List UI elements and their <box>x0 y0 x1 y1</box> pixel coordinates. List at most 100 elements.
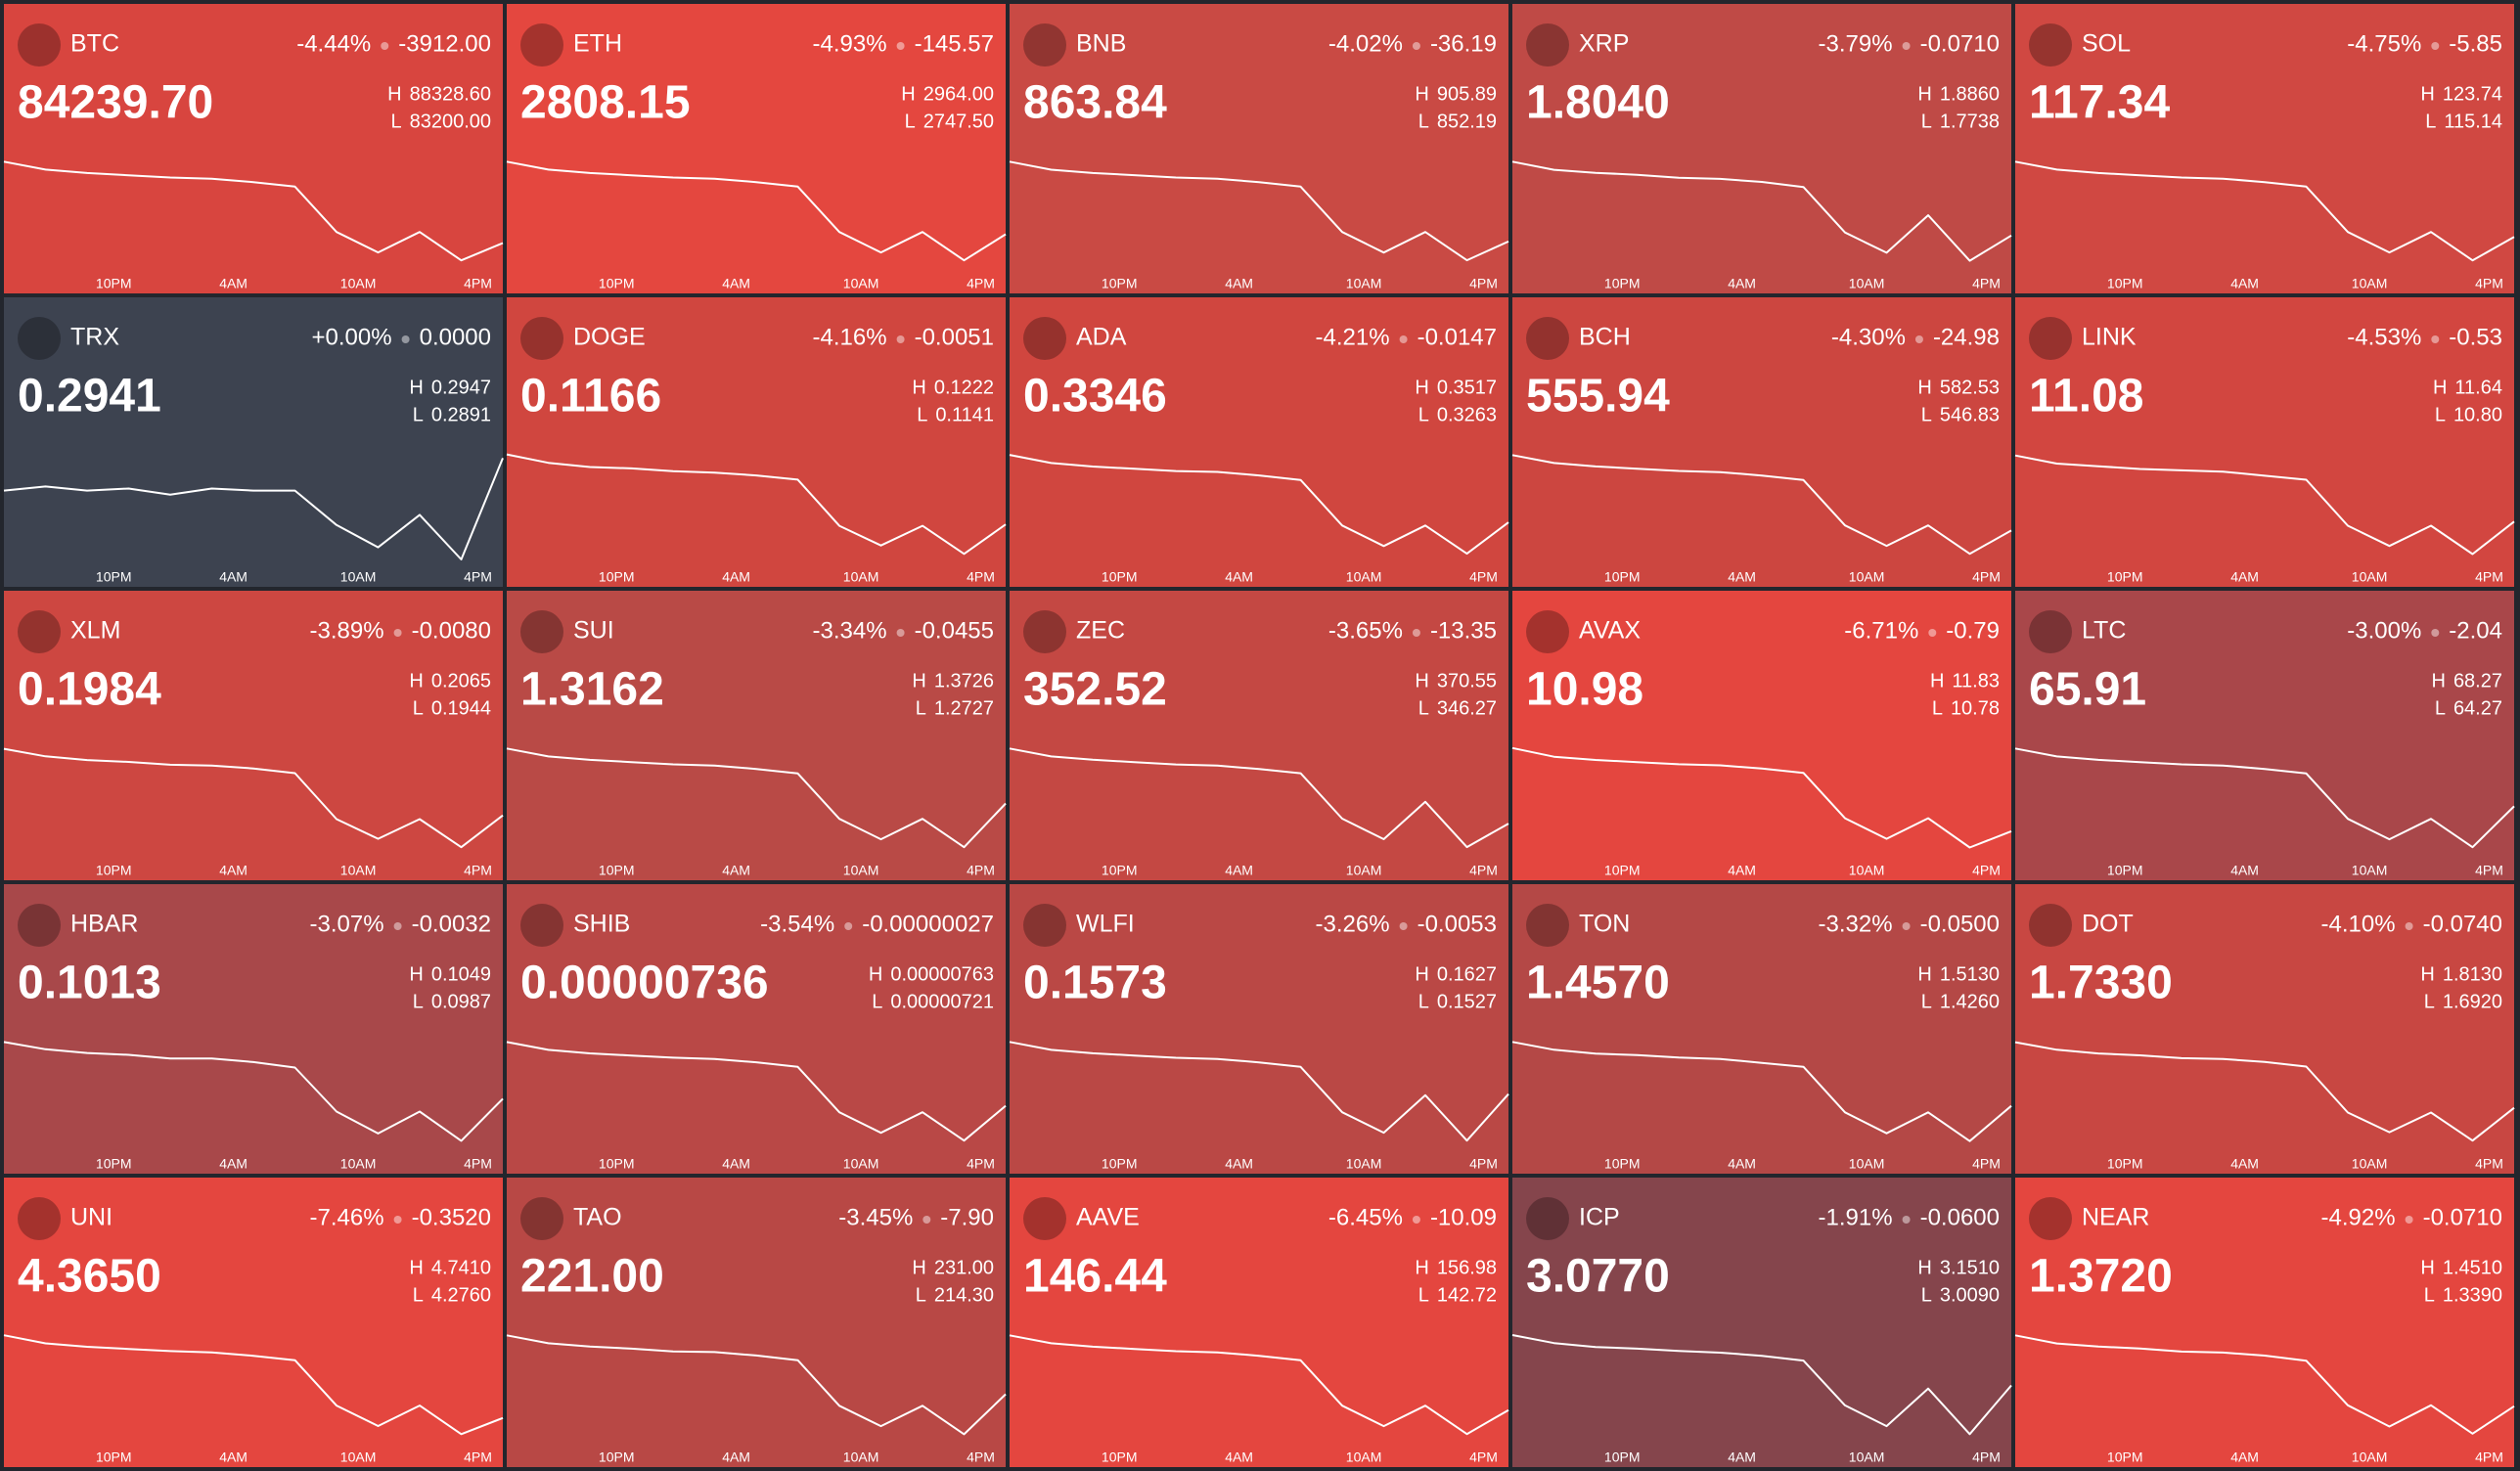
sparkline <box>1009 747 1509 849</box>
change-abs: -13.35 <box>1430 617 1497 644</box>
high-prefix: H <box>409 1257 423 1278</box>
high-prefix: H <box>409 963 423 985</box>
low-value: 0.0987 <box>431 991 491 1012</box>
time-label: 4AM <box>1225 1156 1253 1172</box>
time-label: 4PM <box>464 1449 492 1465</box>
change-pct: -3.07% <box>310 911 384 937</box>
separator-dot <box>1902 42 1911 50</box>
change-abs: -0.0147 <box>1418 324 1497 350</box>
price: 0.1013 <box>18 958 161 1009</box>
price: 555.94 <box>1526 371 1670 423</box>
separator-dot <box>1399 922 1408 930</box>
time-label: 4PM <box>967 276 995 291</box>
change-abs: -0.0600 <box>1920 1204 2000 1230</box>
coin-icon <box>1526 317 1569 360</box>
high-prefix: H <box>912 1257 925 1278</box>
change-pct: -4.53% <box>2347 324 2421 350</box>
low-prefix: L <box>2435 404 2446 425</box>
low-prefix: L <box>1418 111 1429 132</box>
high-value: 2964.00 <box>923 83 994 105</box>
time-label: 10PM <box>1604 863 1641 878</box>
time-label: 4PM <box>464 1156 492 1172</box>
tile-background <box>4 1178 503 1467</box>
time-label: 10AM <box>1346 569 1382 585</box>
coin-icon <box>520 610 563 653</box>
separator-dot <box>401 335 410 343</box>
high-value: 231.00 <box>934 1257 994 1278</box>
low-value: 64.27 <box>2453 697 2502 719</box>
sparkline <box>3 747 504 849</box>
price: 1.8040 <box>1526 77 1670 129</box>
sparkline <box>3 1334 504 1436</box>
time-label: 10PM <box>96 569 132 585</box>
low-prefix: L <box>413 991 424 1012</box>
time-label: 10PM <box>1102 276 1138 291</box>
change-abs: -0.0053 <box>1418 911 1497 937</box>
sparkline <box>1009 1334 1509 1436</box>
change-abs: -0.0710 <box>1920 30 2000 57</box>
tile-background <box>507 297 1006 587</box>
low-value: 1.3390 <box>2443 1284 2502 1306</box>
change-pct: -3.32% <box>1819 911 1893 937</box>
price: 10.98 <box>1526 664 1643 716</box>
change-pct: -4.44% <box>296 30 371 57</box>
high-value: 582.53 <box>1940 377 2000 398</box>
high-value: 905.89 <box>1437 83 1497 105</box>
ticker-tile: ZEC -13.35 -3.65% 352.52 370.55 H 346.27 L 10PM 4… <box>1009 591 1509 880</box>
time-label: 4PM <box>464 569 492 585</box>
sparkline <box>1511 454 2012 556</box>
high-value: 0.1627 <box>1437 963 1497 985</box>
sparkline <box>2014 1041 2515 1142</box>
coin-icon <box>520 317 563 360</box>
ticker-tile: BNB -36.19 -4.02% 863.84 905.89 H 852.19 L 10PM 4… <box>1009 4 1509 293</box>
time-label: 4AM <box>219 863 248 878</box>
low-value: 214.30 <box>934 1284 994 1306</box>
time-label: 4AM <box>1728 1449 1756 1465</box>
price: 146.44 <box>1023 1251 1167 1303</box>
time-label: 4PM <box>1972 1156 2001 1172</box>
sparkline <box>1511 160 2012 262</box>
time-label: 4AM <box>1728 863 1756 878</box>
symbol: XRP <box>1579 30 1629 58</box>
low-prefix: L <box>1921 1284 1932 1306</box>
time-label: 10PM <box>1604 1156 1641 1172</box>
time-label: 4AM <box>1728 1156 1756 1172</box>
price: 117.34 <box>2029 77 2170 129</box>
high-value: 0.2947 <box>431 377 491 398</box>
change-abs: -0.0051 <box>915 324 994 350</box>
sparkline <box>506 747 1007 849</box>
high-value: 1.5130 <box>1940 963 2000 985</box>
time-label: 4PM <box>967 569 995 585</box>
symbol: ADA <box>1076 324 1127 351</box>
change-pct: -4.10% <box>2321 911 2396 937</box>
time-label: 10PM <box>599 569 635 585</box>
change-pct: -3.65% <box>1328 617 1403 644</box>
tile-background <box>1010 4 1508 293</box>
low-value: 0.1944 <box>431 697 491 719</box>
time-label: 10PM <box>2107 569 2143 585</box>
time-label: 10AM <box>340 569 377 585</box>
change-abs: -0.0740 <box>2423 911 2502 937</box>
high-prefix: H <box>387 83 401 105</box>
change-abs: -0.0032 <box>412 911 491 937</box>
high-prefix: H <box>1930 670 1944 691</box>
low-prefix: L <box>1418 697 1429 719</box>
high-prefix: H <box>409 377 423 398</box>
sparkline <box>3 160 504 262</box>
symbol: ICP <box>1579 1204 1620 1231</box>
high-value: 1.3726 <box>934 670 994 691</box>
separator-dot <box>1902 922 1911 930</box>
price: 1.3720 <box>2029 1251 2173 1303</box>
separator-dot <box>2405 1216 2413 1224</box>
separator-dot <box>393 1216 402 1224</box>
high-prefix: H <box>2420 1257 2434 1278</box>
symbol: AAVE <box>1076 1204 1140 1231</box>
high-value: 0.2065 <box>431 670 491 691</box>
separator-dot <box>1399 335 1408 343</box>
low-value: 142.72 <box>1437 1284 1497 1306</box>
change-pct: -6.45% <box>1328 1204 1403 1230</box>
time-label: 4AM <box>1728 276 1756 291</box>
time-label: 4PM <box>967 1156 995 1172</box>
low-value: 546.83 <box>1940 404 2000 425</box>
